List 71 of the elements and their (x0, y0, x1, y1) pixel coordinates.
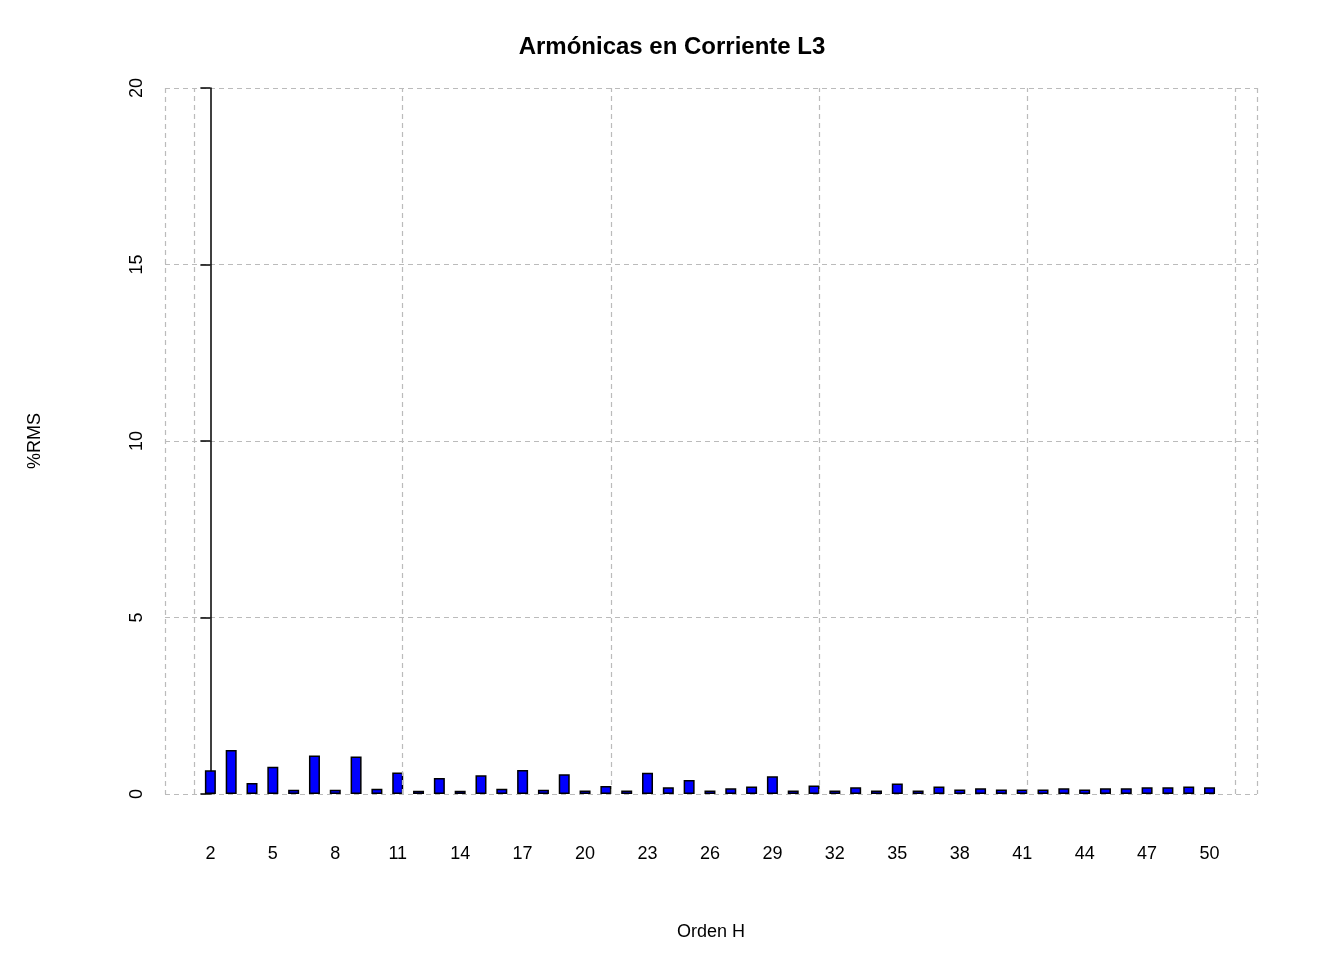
bar (662, 787, 674, 794)
bar (621, 790, 633, 794)
x-tick-label: 5 (267, 843, 278, 863)
bar (1016, 789, 1028, 794)
x-tick-label: 26 (699, 843, 720, 863)
bar (579, 790, 591, 794)
x-tick-label: 23 (637, 843, 658, 863)
bar (808, 785, 820, 794)
bar (746, 786, 758, 794)
x-tick-label: 29 (762, 843, 783, 863)
bar (704, 790, 716, 794)
x-tick-label: 35 (887, 843, 908, 863)
y-tick-label: 20 (126, 77, 146, 99)
bar (558, 774, 570, 794)
y-tick-label: 15 (126, 254, 146, 275)
bar (371, 788, 383, 794)
bar (475, 775, 487, 794)
bar (288, 789, 300, 794)
x-tick-label: 11 (388, 843, 408, 863)
bar (329, 789, 341, 794)
bar (787, 790, 799, 794)
bar (850, 787, 862, 794)
bar (725, 788, 737, 794)
bar (954, 789, 966, 794)
y-tick-label: 5 (126, 612, 146, 623)
bar (1120, 788, 1132, 794)
y-tick-label: 10 (126, 430, 146, 452)
bar (1058, 788, 1070, 794)
x-tick-label: 20 (575, 843, 596, 863)
x-tick-label: 8 (330, 843, 341, 863)
chart-title: Armónicas en Corriente L3 (518, 31, 826, 59)
bar (933, 786, 945, 794)
bar (225, 749, 237, 794)
bar (1183, 786, 1195, 794)
bar (995, 789, 1007, 794)
y-tick-label: 0 (126, 788, 146, 800)
bar (642, 772, 654, 794)
bar (1141, 787, 1153, 794)
x-tick-label: 32 (824, 843, 845, 863)
bar (308, 755, 320, 794)
bar (1037, 789, 1049, 794)
x-tick-label: 2 (205, 843, 216, 863)
bar (870, 790, 882, 794)
bar (912, 790, 924, 794)
bar (537, 789, 549, 794)
bar (1079, 789, 1091, 794)
bar (433, 778, 445, 794)
bar (246, 783, 258, 794)
bar (1204, 787, 1216, 794)
bar (829, 790, 841, 794)
bar (683, 779, 695, 794)
bar (1162, 787, 1174, 794)
bar (350, 756, 362, 794)
x-tick-label: 38 (949, 843, 970, 863)
bar (267, 766, 279, 794)
bar (517, 770, 529, 794)
bar (392, 772, 404, 794)
bar (975, 788, 987, 794)
bar (891, 783, 903, 794)
bar (496, 788, 508, 794)
bar (600, 785, 612, 794)
x-axis-title: Orden H (676, 921, 746, 941)
bar (1099, 788, 1111, 794)
x-tick-label: 41 (1012, 843, 1033, 863)
bar (766, 776, 778, 794)
y-axis-title: %RMS (24, 412, 44, 470)
x-tick-label: 50 (1199, 843, 1220, 863)
x-tick-label: 17 (512, 843, 533, 863)
x-tick-label: 14 (450, 843, 471, 863)
x-tick-label: 44 (1074, 843, 1095, 863)
x-tick-label: 47 (1137, 843, 1158, 863)
